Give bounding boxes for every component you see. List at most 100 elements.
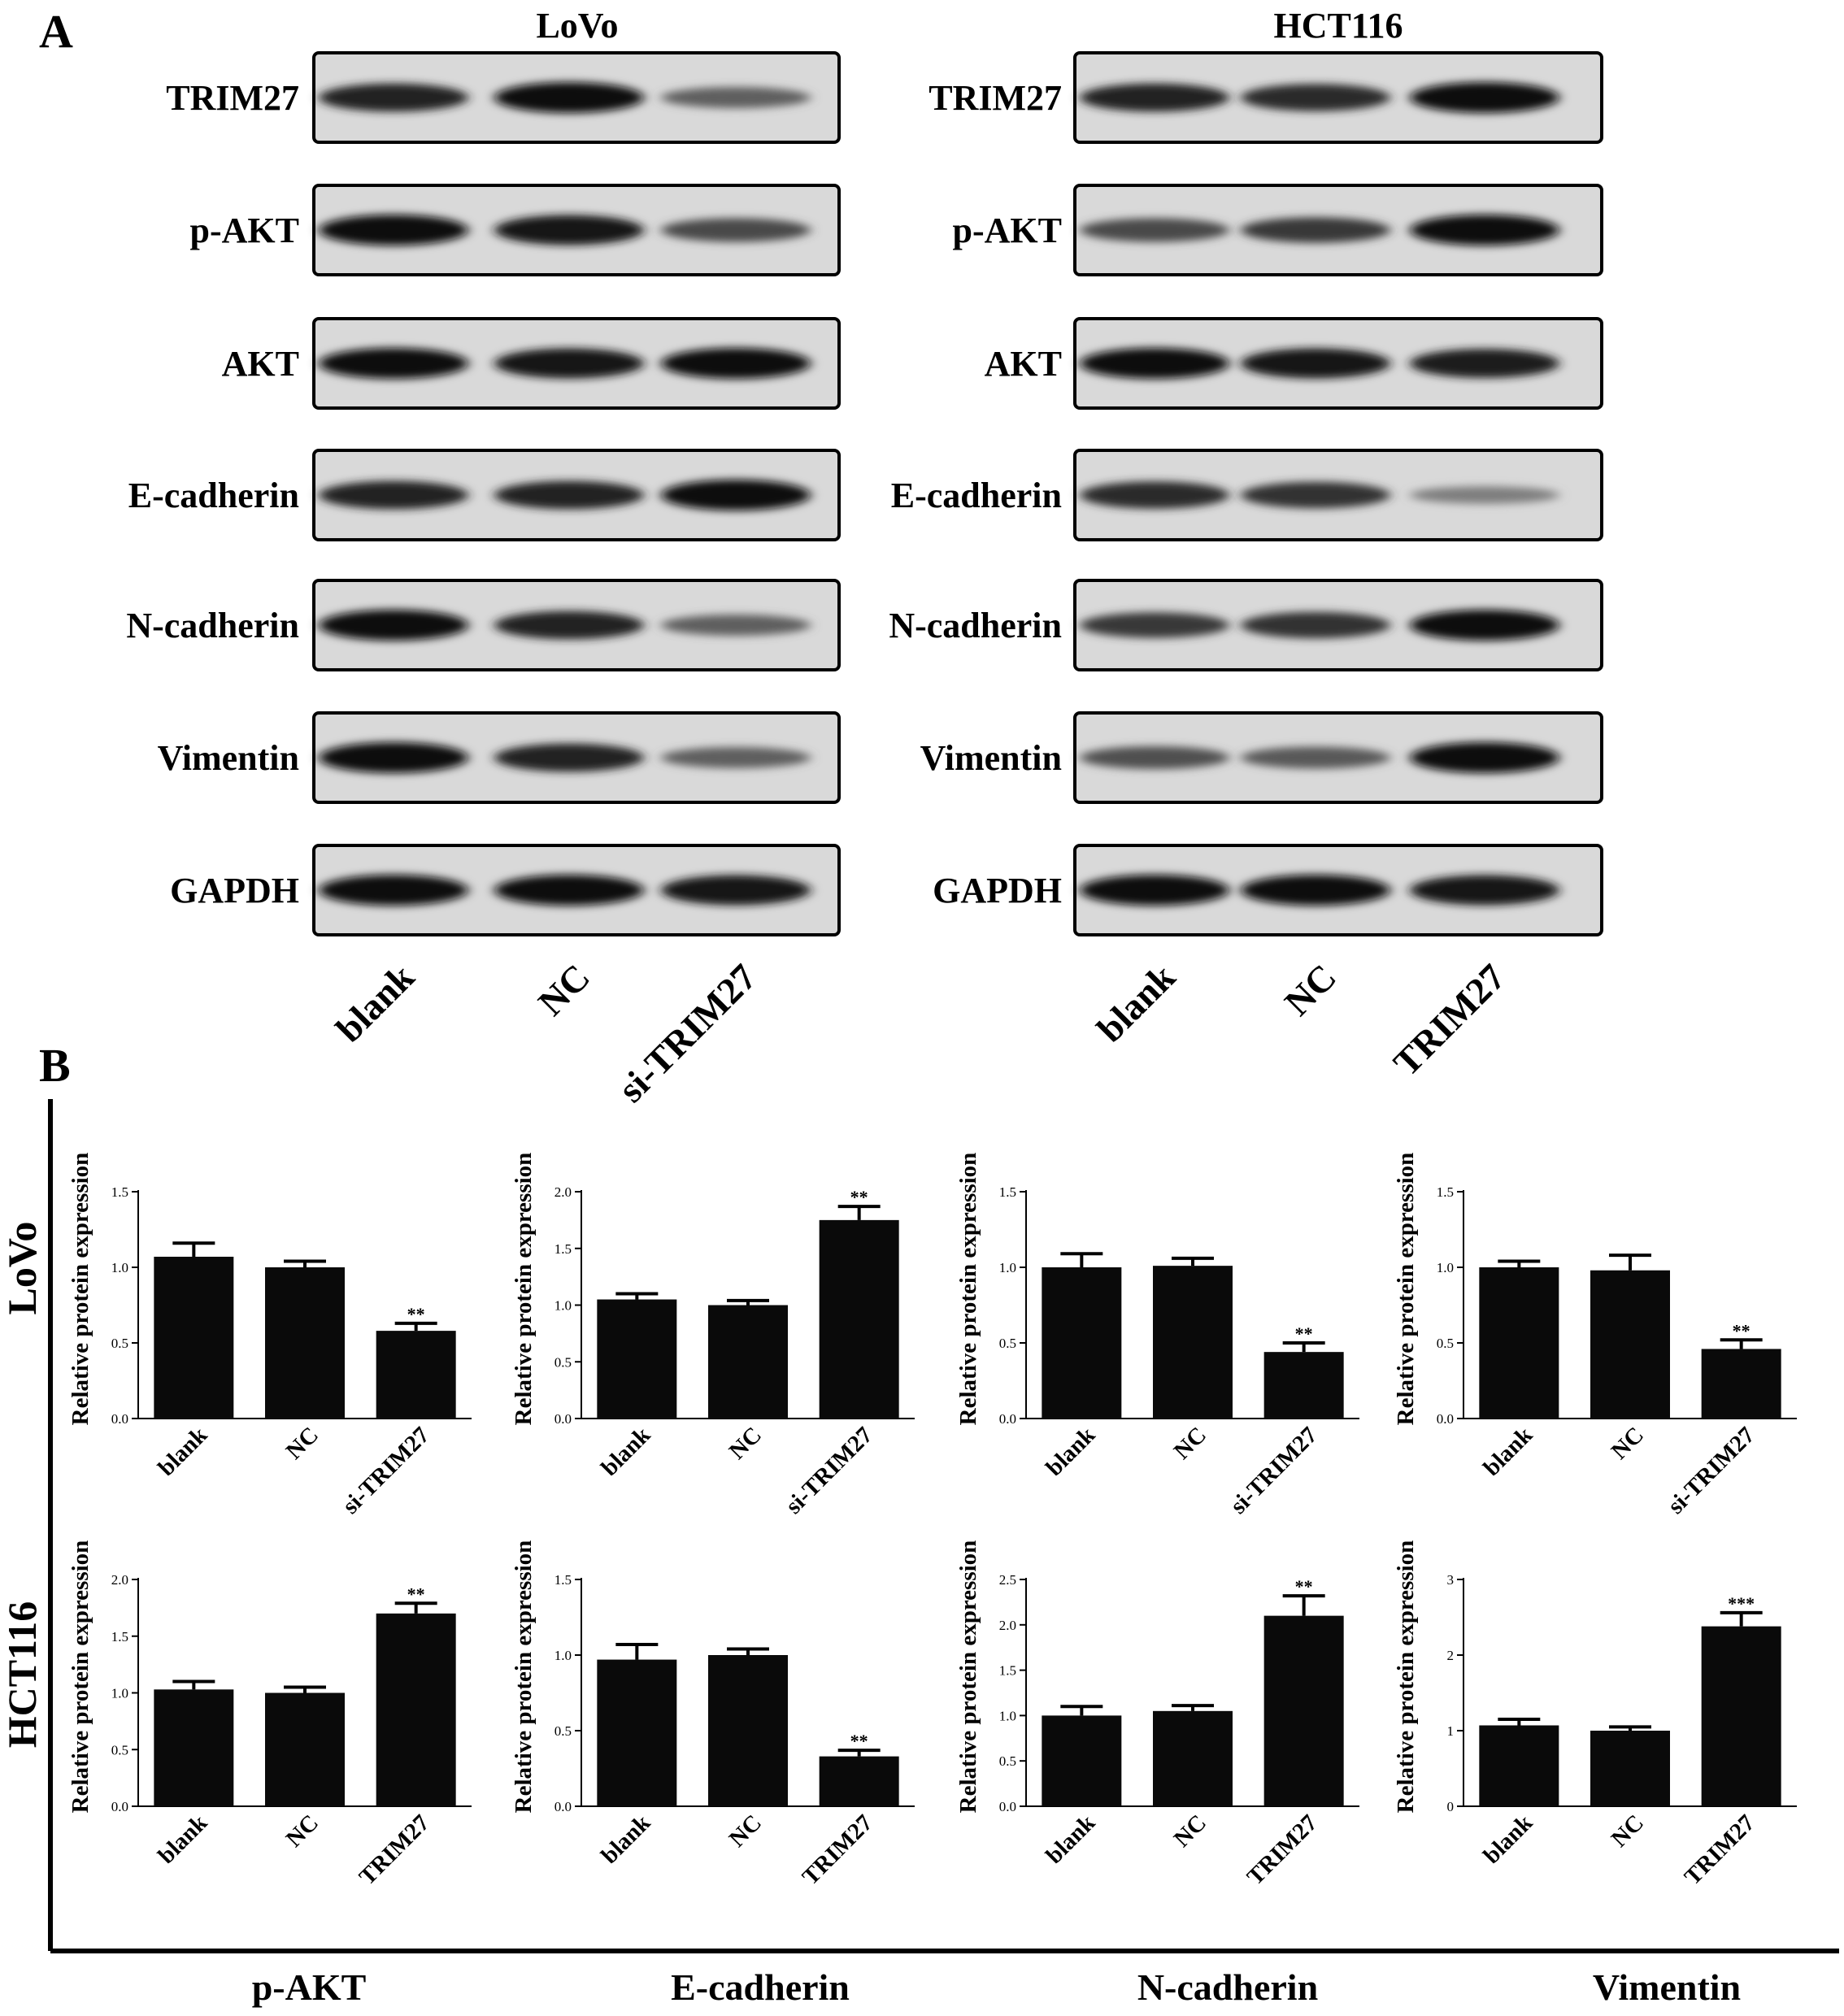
panel-a-letter: A bbox=[39, 5, 73, 58]
blot-band-akt-nc bbox=[494, 348, 644, 379]
bar-trim27 bbox=[1701, 1626, 1781, 1806]
bar-trim27 bbox=[819, 1756, 899, 1806]
x-tick-label-blank: blank bbox=[1041, 1422, 1100, 1481]
bar-nc bbox=[708, 1305, 788, 1419]
bar-blank bbox=[154, 1256, 234, 1419]
lane-label-si-trim27: si-TRIM27 bbox=[610, 956, 764, 1110]
y-tick-label: 0.0 bbox=[555, 1799, 572, 1814]
bar-si-trim27 bbox=[1701, 1349, 1781, 1419]
x-tick-label-nc: NC bbox=[724, 1422, 767, 1464]
blot-band-n-cadherin-trim27 bbox=[1410, 610, 1559, 641]
x-tick-label-nc: NC bbox=[1607, 1422, 1649, 1464]
bar-si-trim27 bbox=[376, 1331, 456, 1419]
blot-band-n-cadherin-nc bbox=[1241, 611, 1390, 639]
y-tick-label: 1.5 bbox=[555, 1572, 572, 1588]
y-tick-label: 1.5 bbox=[1437, 1184, 1454, 1200]
col-label-p-akt: p-AKT bbox=[252, 1966, 367, 2008]
blot-band-e-cadherin-blank bbox=[1080, 481, 1229, 509]
chart-hct116-n-cadherin: Relative protein expression 0.0 0.5 1.0 1.5 2… bbox=[955, 1540, 1359, 1890]
bar-trim27 bbox=[376, 1613, 456, 1806]
blot-band-n-cadherin-blank bbox=[319, 610, 468, 641]
blot-label-n-cadherin: N-cadherin bbox=[126, 606, 299, 645]
significance-mark-si-trim27: ** bbox=[407, 1304, 425, 1324]
x-tick-label-nc: NC bbox=[281, 1422, 324, 1464]
blot-row-gapdh: GAPDH bbox=[170, 844, 841, 936]
panel-b-letter: B bbox=[39, 1039, 71, 1092]
row-label-lovo: LoVo bbox=[0, 1222, 45, 1315]
x-tick-label-si-trim27: si-TRIM27 bbox=[1663, 1422, 1759, 1519]
x-tick-label-trim27: TRIM27 bbox=[798, 1810, 878, 1890]
bar-si-trim27 bbox=[1263, 1352, 1344, 1419]
blot-band-akt-trim27 bbox=[1410, 349, 1559, 378]
y-tick-label: 0.5 bbox=[111, 1336, 128, 1351]
y-tick-label: 1.0 bbox=[999, 1260, 1016, 1275]
blot-band-vimentin-si-trim27 bbox=[661, 747, 811, 768]
y-tick-label: 0.5 bbox=[555, 1354, 572, 1370]
blot-band-e-cadherin-trim27 bbox=[1410, 486, 1559, 504]
x-tick-label-trim27: TRIM27 bbox=[1242, 1810, 1323, 1890]
blot-label-e-cadherin: E-cadherin bbox=[891, 476, 1062, 515]
lane-label-blank: blank bbox=[328, 956, 422, 1050]
western-blots: TRIM27 p-AKT AKT E-cadherin N-cadherin Viment… bbox=[126, 51, 1603, 936]
x-tick-label-blank: blank bbox=[1478, 1422, 1537, 1481]
x-tick-label-nc: NC bbox=[1169, 1810, 1211, 1852]
y-axis-label: Relative protein expression bbox=[1393, 1153, 1419, 1426]
row-label-hct116: HCT116 bbox=[0, 1601, 45, 1749]
panel-a: A LoVo HCT116 TRIM27 p-AKT AKT E-cadherin N-… bbox=[39, 5, 1603, 1110]
blot-band-e-cadherin-nc bbox=[1241, 481, 1390, 509]
y-tick-label: 2 bbox=[1447, 1648, 1455, 1663]
x-tick-label-blank: blank bbox=[596, 1422, 655, 1481]
blot-band-trim27-blank bbox=[1080, 83, 1229, 112]
blot-band-gapdh-blank bbox=[319, 875, 468, 906]
blot-label-gapdh: GAPDH bbox=[933, 871, 1062, 910]
y-tick-label: 2.0 bbox=[111, 1572, 128, 1588]
y-tick-label: 0.5 bbox=[555, 1723, 572, 1739]
blot-band-e-cadherin-si-trim27 bbox=[661, 480, 811, 511]
blot-band-n-cadherin-blank bbox=[1080, 612, 1229, 638]
y-tick-label: 1.0 bbox=[555, 1298, 572, 1314]
chart-hct116-e-cadherin: Relative protein expression 0.0 0.5 1.0 1.5 b… bbox=[511, 1540, 915, 1890]
chart-lovo-n-cadherin: Relative protein expression 0.0 0.5 1.0 1.5 b… bbox=[955, 1153, 1359, 1519]
blot-band-p-akt-nc bbox=[1241, 217, 1390, 243]
y-axis-label: Relative protein expression bbox=[955, 1540, 981, 1814]
blot-label-akt: AKT bbox=[222, 344, 299, 384]
x-tick-label-blank: blank bbox=[596, 1810, 655, 1869]
x-tick-label-nc: NC bbox=[1169, 1422, 1211, 1464]
bar-blank bbox=[597, 1659, 677, 1806]
blot-row-n-cadherin: N-cadherin bbox=[126, 579, 841, 671]
y-tick-label: 0.5 bbox=[1437, 1336, 1454, 1351]
blot-row-n-cadherin: N-cadherin bbox=[889, 579, 1603, 671]
blot-band-e-cadherin-blank bbox=[319, 480, 468, 510]
panel-b: B LoVo HCT116 p-AKT E-cadherin N-cadheri… bbox=[0, 1039, 1839, 2008]
bar-blank bbox=[597, 1299, 677, 1419]
y-axis-label: Relative protein expression bbox=[955, 1153, 981, 1426]
significance-mark-trim27: *** bbox=[1728, 1593, 1755, 1614]
blot-band-n-cadherin-nc bbox=[494, 610, 644, 640]
bar-nc bbox=[1153, 1710, 1233, 1806]
blot-cell-hct116: TRIM27 p-AKT AKT E-cadherin N-cadherin Viment… bbox=[889, 51, 1603, 936]
chart-lovo-p-akt: Relative protein expression 0.0 0.5 1.0 1.5 b… bbox=[67, 1153, 472, 1519]
blot-band-p-akt-trim27 bbox=[1410, 215, 1559, 245]
y-tick-label: 0.0 bbox=[555, 1411, 572, 1427]
x-tick-label-nc: NC bbox=[281, 1810, 324, 1852]
y-axis-label: Relative protein expression bbox=[1393, 1540, 1419, 1814]
y-tick-label: 0.5 bbox=[999, 1753, 1016, 1769]
y-axis-label: Relative protein expression bbox=[511, 1540, 537, 1814]
bar-trim27 bbox=[1263, 1615, 1344, 1806]
blot-band-p-akt-nc bbox=[494, 215, 644, 245]
blot-row-trim27: TRIM27 bbox=[929, 51, 1603, 144]
blot-band-trim27-nc bbox=[1241, 84, 1390, 111]
blot-row-p-akt: p-AKT bbox=[190, 184, 841, 276]
blot-band-n-cadherin-si-trim27 bbox=[661, 615, 811, 636]
blot-band-p-akt-blank bbox=[1080, 218, 1229, 242]
blot-label-gapdh: GAPDH bbox=[170, 871, 299, 910]
x-tick-label-trim27: TRIM27 bbox=[354, 1810, 435, 1890]
chart-lovo-vimentin: Relative protein expression 0.0 0.5 1.0 1.5 b… bbox=[1393, 1153, 1797, 1519]
bar-nc bbox=[1153, 1266, 1233, 1419]
col-label-n-cadherin: N-cadherin bbox=[1137, 1966, 1318, 2008]
bar-blank bbox=[1042, 1267, 1122, 1419]
y-tick-label: 1.5 bbox=[555, 1241, 572, 1257]
blot-row-p-akt: p-AKT bbox=[953, 184, 1603, 276]
blot-band-trim27-nc bbox=[494, 82, 644, 113]
x-tick-label-trim27: TRIM27 bbox=[1680, 1810, 1760, 1890]
